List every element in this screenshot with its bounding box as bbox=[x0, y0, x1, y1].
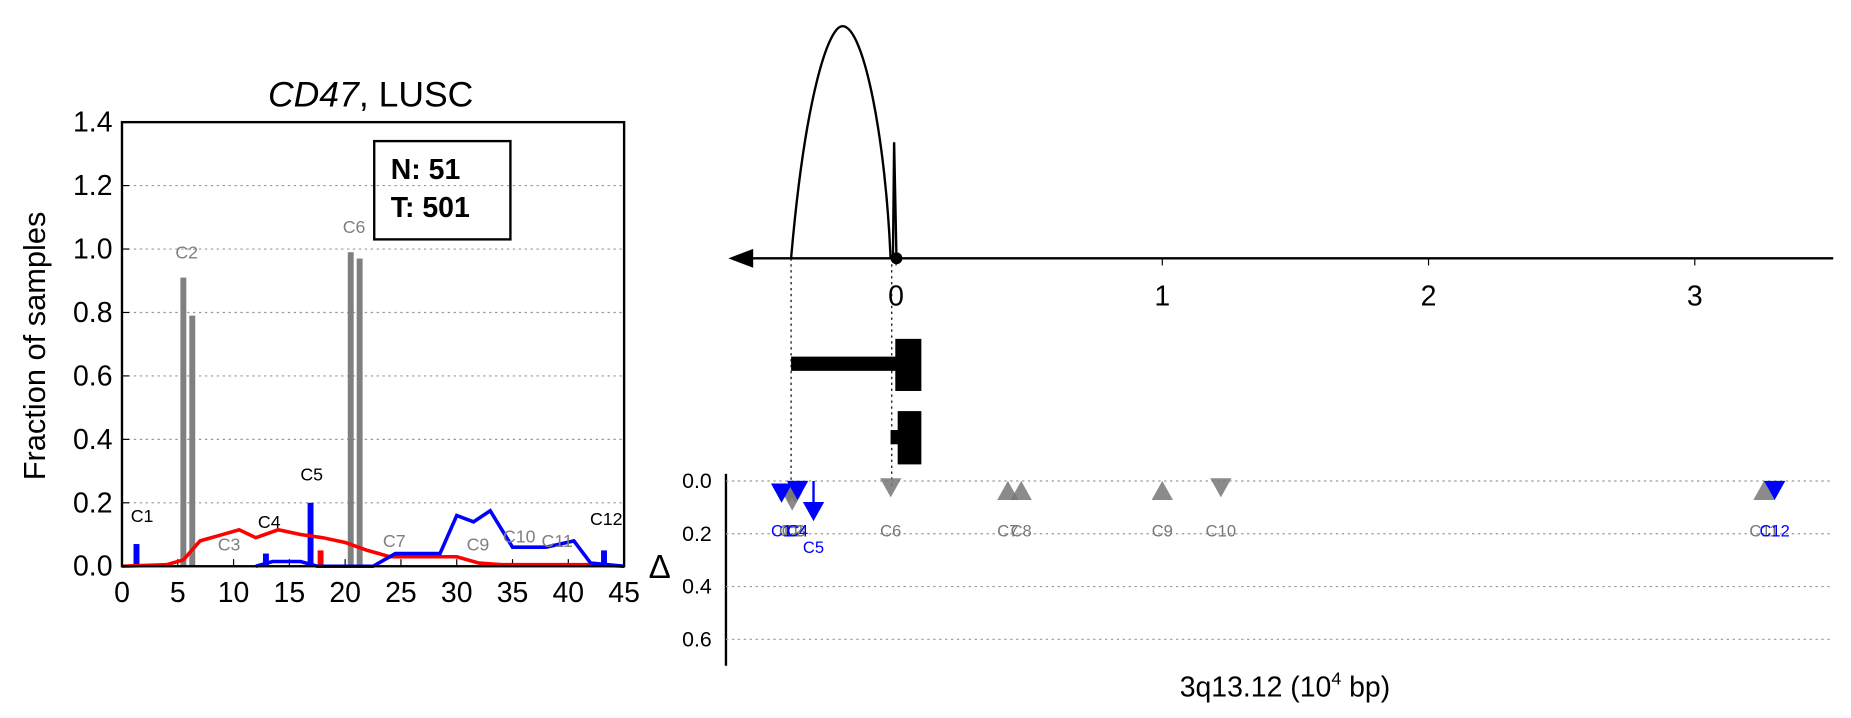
x-tick-label: 2 bbox=[1421, 281, 1437, 313]
exon bbox=[897, 411, 922, 465]
cluster-label: C12 bbox=[590, 509, 623, 529]
delta-marker bbox=[1151, 480, 1173, 501]
y-axis-label: Fraction of samples bbox=[17, 212, 52, 481]
cluster-label: C5 bbox=[300, 465, 323, 485]
x-tick-label: 15 bbox=[274, 577, 306, 609]
x-label-sup: 4 bbox=[1331, 669, 1341, 689]
bar bbox=[356, 258, 363, 567]
count-box bbox=[373, 139, 512, 241]
delta-marker bbox=[1753, 480, 1775, 501]
cluster-label: C11 bbox=[542, 531, 573, 551]
x-tick-label: 40 bbox=[553, 577, 585, 609]
plot-frame bbox=[120, 120, 626, 568]
y-tick-label: 0.2 bbox=[73, 487, 113, 519]
title-gene: CD47 bbox=[268, 75, 360, 115]
x-tick-label: 0 bbox=[888, 281, 904, 313]
bar bbox=[317, 550, 324, 567]
x-label-tail: bp) bbox=[1341, 672, 1390, 704]
x-tick-label: 10 bbox=[218, 577, 250, 609]
cluster-label: C10 bbox=[503, 526, 536, 546]
cluster-label: C3 bbox=[218, 534, 241, 554]
x-axis-label: 3q13.12 (104 bp) bbox=[1180, 669, 1390, 704]
cluster-label: C11 bbox=[1749, 522, 1778, 541]
exon bbox=[895, 338, 922, 391]
cluster-label: C4 bbox=[258, 512, 281, 532]
transcript bbox=[791, 356, 898, 371]
bar bbox=[189, 315, 196, 567]
cluster-label: C8 bbox=[1011, 522, 1032, 541]
cluster-label: C3 bbox=[784, 522, 805, 541]
cluster-label: C1 bbox=[771, 522, 792, 541]
count-label: T: 501 bbox=[391, 192, 470, 224]
line bbox=[121, 527, 625, 569]
bar bbox=[601, 550, 607, 567]
strand-arrow bbox=[728, 248, 754, 268]
x-tick-label: 5 bbox=[170, 577, 186, 609]
cluster-label: C9 bbox=[467, 534, 490, 554]
cluster-label: C7 bbox=[997, 522, 1018, 541]
count-label: N: 51 bbox=[391, 154, 460, 186]
x-label-main: 3q13.12 (10 bbox=[1180, 672, 1332, 704]
x-tick-label: 1 bbox=[1154, 281, 1170, 313]
delta-marker bbox=[1210, 478, 1232, 498]
chart-title: CD47, LUSC bbox=[268, 75, 473, 115]
y-tick-label: 0.6 bbox=[73, 360, 113, 392]
y-tick-label: 0.0 bbox=[73, 551, 113, 583]
delta-marker bbox=[1010, 480, 1032, 501]
bar bbox=[180, 277, 187, 567]
y-axis-label: Δ bbox=[649, 549, 671, 586]
y-tick-label: 0.8 bbox=[73, 297, 113, 329]
title-rest: , LUSC bbox=[359, 75, 473, 115]
bar bbox=[133, 544, 140, 567]
delta-marker bbox=[1764, 480, 1786, 501]
cluster-label: C6 bbox=[880, 522, 901, 541]
cluster-label: C4 bbox=[787, 522, 808, 541]
splice-arc bbox=[891, 142, 898, 259]
delta-marker bbox=[880, 478, 902, 498]
cluster-label: C12 bbox=[1759, 522, 1789, 541]
delta-marker bbox=[770, 483, 793, 503]
x-tick-label: 20 bbox=[329, 577, 361, 609]
bar bbox=[347, 252, 354, 567]
x-tick-label: 45 bbox=[608, 577, 640, 609]
y-tick-label: 0.4 bbox=[73, 424, 113, 456]
y-tick-label: 0.0 bbox=[682, 469, 712, 493]
cluster-label: C6 bbox=[343, 217, 366, 237]
cluster-label: C1 bbox=[779, 522, 800, 541]
x-tick-label: 25 bbox=[385, 577, 417, 609]
cluster-label: C5 bbox=[803, 538, 824, 557]
x-tick-label: 30 bbox=[441, 577, 473, 609]
cluster-label: C7 bbox=[383, 531, 406, 551]
y-tick-label: 0.2 bbox=[682, 522, 712, 546]
x-tick-label: 0 bbox=[114, 577, 130, 609]
y-tick-label: 0.4 bbox=[682, 575, 712, 599]
cluster-label: C2 bbox=[175, 243, 198, 263]
y-tick-label: 1.2 bbox=[73, 170, 113, 202]
x-tick-label: 3 bbox=[1687, 281, 1703, 313]
x-tick-label: 35 bbox=[497, 577, 529, 609]
cluster-label: C2 bbox=[782, 522, 803, 541]
line bbox=[255, 508, 625, 569]
transcript bbox=[890, 430, 901, 445]
delta-marker bbox=[786, 480, 809, 501]
bar bbox=[262, 553, 269, 567]
cluster-label: C1 bbox=[131, 506, 154, 526]
cluster-label: C4 bbox=[787, 522, 808, 541]
y-tick-label: 1.0 bbox=[73, 234, 113, 266]
y-tick-label: 0.6 bbox=[682, 627, 712, 651]
cluster-label: C10 bbox=[1206, 522, 1236, 541]
y-tick-label: 1.4 bbox=[73, 107, 113, 139]
splice-arc bbox=[789, 25, 892, 259]
cluster-label: C9 bbox=[1152, 522, 1173, 541]
delta-marker bbox=[802, 501, 825, 522]
